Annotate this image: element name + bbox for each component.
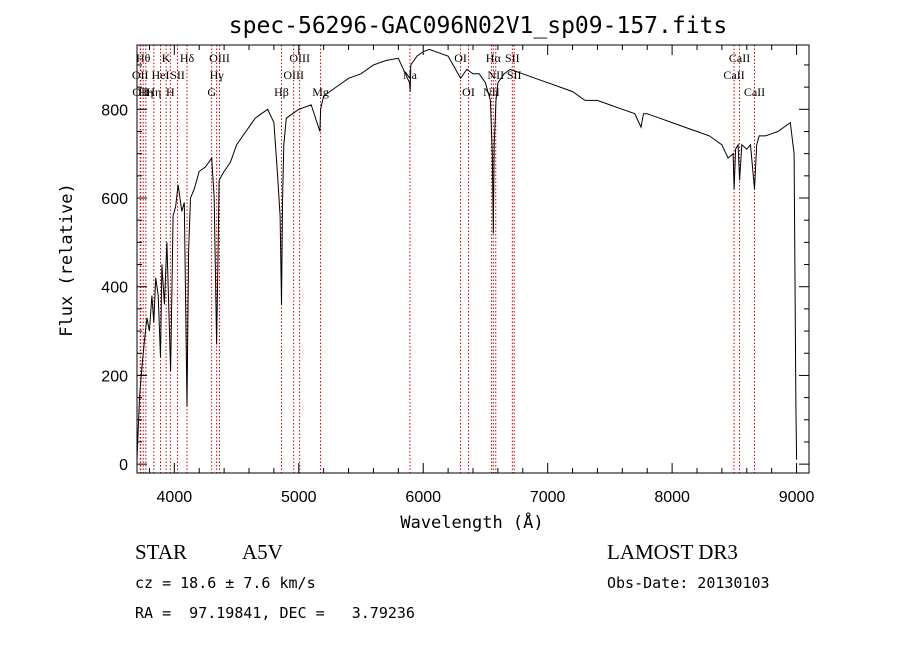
y-tick-label: 200 xyxy=(101,368,128,385)
line-marker-label: Hγ xyxy=(210,68,225,82)
line-marker-label: Hα xyxy=(486,51,502,65)
x-tick-label: 7000 xyxy=(530,489,566,506)
line-marker-label: G xyxy=(207,85,216,99)
x-axis-label: Wavelength (Å) xyxy=(400,511,543,533)
line-marker-label: CaII xyxy=(723,68,744,82)
line-marker-label: HeI xyxy=(152,68,170,82)
x-tick-label: 4000 xyxy=(157,489,193,506)
line-marker-label: SII xyxy=(505,51,520,65)
line-marker-labels: HθOIIOIIHηHηHeIKHSIIHδGHγOIIIHβOIIIOIIIM… xyxy=(132,51,765,99)
line-marker-label: SII xyxy=(507,68,522,82)
line-marker-label: OI xyxy=(454,51,467,65)
y-axis-label: Flux (relative) xyxy=(57,183,77,337)
line-marker-label: NII xyxy=(487,68,504,82)
line-marker-label: OIII xyxy=(209,51,230,65)
line-marker-label: OII xyxy=(132,68,149,82)
line-marker-label: Mg xyxy=(312,85,329,99)
x-tick-label: 6000 xyxy=(405,489,441,506)
y-tick-label: 800 xyxy=(101,102,128,119)
line-marker-label: Hη xyxy=(138,85,153,99)
chart-title: spec-56296-GAC096N02V1_sp09-157.fits xyxy=(229,13,728,39)
line-marker-label: H xyxy=(166,85,175,99)
line-marker-label: CaII xyxy=(729,51,750,65)
line-markers xyxy=(139,45,755,473)
y-tick-label: 0 xyxy=(119,457,128,474)
line-marker-label: Hη xyxy=(146,85,161,99)
line-marker-label: CaII xyxy=(744,85,765,99)
survey-name: LAMOST DR3 xyxy=(607,540,738,564)
line-marker-label: Hβ xyxy=(274,85,289,99)
x-tick-label: 8000 xyxy=(654,489,690,506)
line-marker-label: OIII xyxy=(283,68,304,82)
x-tick-label: 9000 xyxy=(779,489,815,506)
object-class: STAR xyxy=(135,540,187,564)
line-marker-label: Hθ xyxy=(136,51,151,65)
x-axis: 4000 5000 6000 7000 8000 9000 xyxy=(148,45,815,506)
line-marker-label: SII xyxy=(170,68,185,82)
x-tick-label: 5000 xyxy=(281,489,317,506)
y-tick-label: 400 xyxy=(101,280,128,297)
line-marker-label: OI xyxy=(462,85,475,99)
redshift-cz: cz = 18.6 ± 7.6 km/s xyxy=(135,574,316,592)
line-marker-label: OIII xyxy=(289,51,310,65)
spectrum-line xyxy=(136,48,798,460)
line-marker-label: K xyxy=(162,51,171,65)
line-marker-label: Hδ xyxy=(180,51,195,65)
y-tick-label: 600 xyxy=(101,191,128,208)
observation-date: Obs-Date: 20130103 xyxy=(607,574,770,592)
plot-frame xyxy=(136,44,810,474)
coordinates: RA = 97.19841, DEC = 3.79236 xyxy=(135,604,415,622)
y-axis: 0 200 400 600 800 xyxy=(101,64,809,474)
object-subclass: A5V xyxy=(242,540,283,564)
